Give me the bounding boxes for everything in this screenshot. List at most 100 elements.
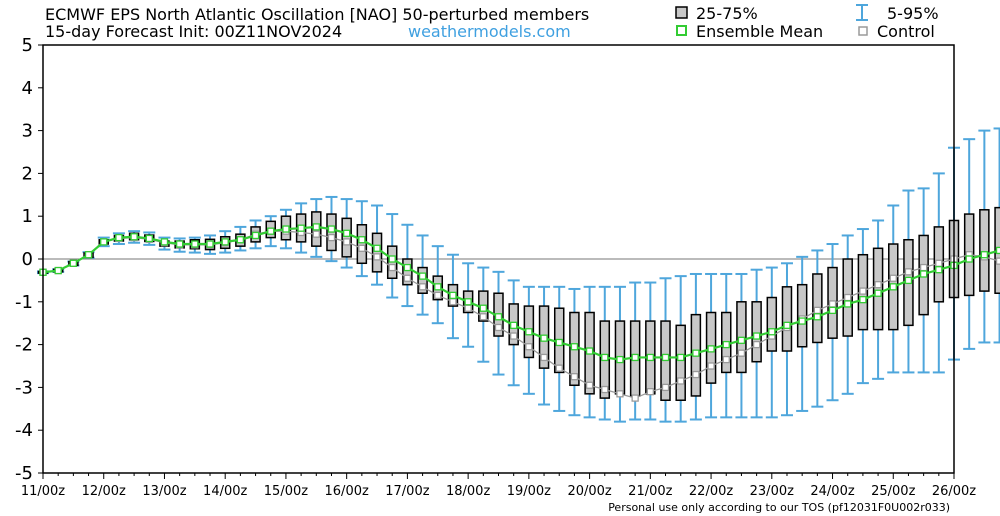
x-tick-label: 26/00z <box>932 484 976 499</box>
mean-point <box>601 353 609 362</box>
mean-point <box>707 345 715 353</box>
mean-point <box>768 328 776 336</box>
legend-mean-label: Ensemble Mean <box>696 22 823 41</box>
y-tick-label: -1 <box>15 292 33 313</box>
mean-point <box>935 266 943 274</box>
x-tick-label: 15/00z <box>264 484 308 499</box>
control-point <box>707 362 715 370</box>
control-point <box>904 268 913 276</box>
iqr-box <box>371 232 383 273</box>
mean-point <box>403 263 412 272</box>
control-point <box>874 281 882 289</box>
legend-whisker-label: 5-95% <box>887 4 939 23</box>
mean-point <box>844 300 852 308</box>
control-line <box>42 230 1000 399</box>
mean-point <box>251 231 260 240</box>
control-point <box>358 244 366 252</box>
mean-point <box>221 238 229 246</box>
mean-point <box>206 240 214 248</box>
control-point <box>844 293 852 302</box>
x-tick-label: 13/00z <box>142 484 186 499</box>
mean-point <box>616 355 624 364</box>
control-point <box>555 364 563 372</box>
mean-point <box>889 283 897 291</box>
iqr-box <box>766 296 778 352</box>
mean-point <box>418 272 427 280</box>
mean-point <box>965 255 973 263</box>
mean-point <box>555 338 563 347</box>
y-tick-label: 3 <box>22 121 33 142</box>
x-tick-label: 16/00z <box>325 484 369 499</box>
y-tick-label: -2 <box>15 335 33 356</box>
mean-point <box>312 223 320 231</box>
y-axis-ticks: 5 4 3 2 1 0 -1 -2 -3 -4 -5 <box>15 35 43 484</box>
plot-frame <box>42 44 955 474</box>
mean-point <box>54 266 62 275</box>
iqr-box <box>675 324 686 401</box>
mean-point <box>84 251 93 259</box>
mean-point <box>449 291 457 300</box>
mean-point <box>874 289 882 297</box>
control-point <box>919 263 928 272</box>
mean-point <box>904 276 913 285</box>
whisker-series <box>37 127 1000 423</box>
mean-point <box>160 238 169 246</box>
mean-point <box>373 244 381 252</box>
x-tick-label: 18/00z <box>446 484 490 499</box>
control-point <box>327 233 336 242</box>
mean-point <box>100 238 108 246</box>
control-point <box>464 304 472 312</box>
mean-point <box>494 313 503 321</box>
mean-point <box>737 336 746 344</box>
control-point <box>859 287 867 295</box>
control-point <box>661 383 670 392</box>
control-point <box>494 323 503 332</box>
mean-point <box>69 259 78 267</box>
control-point <box>388 263 396 272</box>
mean-point <box>631 353 639 362</box>
mean-point <box>540 334 548 342</box>
legend-control-swatch <box>858 26 868 36</box>
footer-note: Personal use only according to our TOS (… <box>608 501 950 514</box>
control-point <box>935 259 943 267</box>
control-point <box>343 238 351 246</box>
iqr-box-series <box>37 206 1000 401</box>
mean-point <box>358 236 366 244</box>
mean-point <box>980 251 989 259</box>
mean-point <box>464 298 472 306</box>
control-point <box>737 349 746 357</box>
control-point <box>601 385 609 394</box>
iqr-box <box>356 224 368 265</box>
mean-point <box>282 225 290 233</box>
y-tick-label: 1 <box>22 206 33 227</box>
legend-control-label: Control <box>877 22 935 41</box>
y-tick-label: 2 <box>22 163 33 184</box>
y-tick-label: 0 <box>22 249 33 270</box>
x-tick-label: 22/00z <box>689 484 733 499</box>
control-series <box>39 227 1000 402</box>
iqr-box <box>402 258 413 286</box>
x-tick-label: 23/00z <box>750 484 794 499</box>
mean-point <box>919 270 928 278</box>
control-point <box>995 257 1000 265</box>
x-tick-label: 24/00z <box>810 484 854 499</box>
control-point <box>813 306 821 315</box>
control-point <box>646 388 654 396</box>
mean-point <box>677 353 685 362</box>
mean-point <box>343 229 351 237</box>
control-point <box>722 355 730 364</box>
control-point <box>677 377 685 385</box>
mean-point <box>525 328 533 336</box>
mean-point <box>267 227 275 235</box>
mean-point <box>388 255 396 263</box>
control-point <box>616 390 624 398</box>
legend: 25-75% 5-95% Ensemble Mean Control <box>675 4 939 41</box>
control-point <box>418 283 427 291</box>
mean-point <box>722 340 730 349</box>
y-tick-label: -5 <box>15 463 33 484</box>
mean-point <box>434 283 442 291</box>
mean-point <box>828 306 837 315</box>
y-tick-label: -4 <box>15 420 33 441</box>
x-tick-label: 12/00z <box>82 484 126 499</box>
